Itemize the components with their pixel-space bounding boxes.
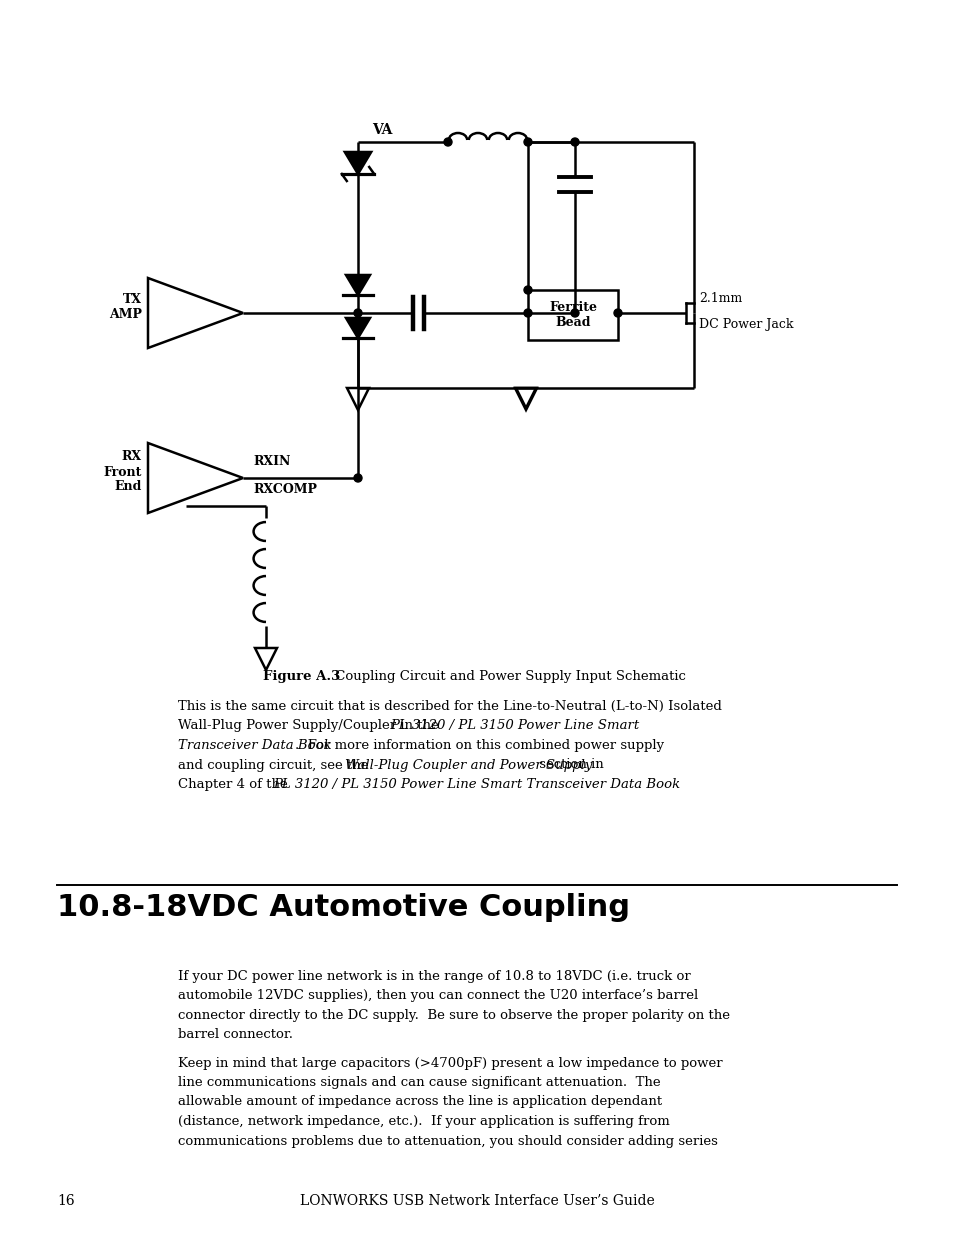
Text: RXCOMP: RXCOMP bbox=[253, 483, 316, 496]
Text: Figure A.3: Figure A.3 bbox=[263, 671, 340, 683]
Text: RXIN: RXIN bbox=[253, 454, 290, 468]
Text: VA: VA bbox=[372, 124, 392, 137]
Polygon shape bbox=[346, 317, 370, 338]
Text: LONWORKS USB Network Interface User’s Guide: LONWORKS USB Network Interface User’s Gu… bbox=[299, 1194, 654, 1208]
Text: line communications signals and can cause significant attenuation.  The: line communications signals and can caus… bbox=[178, 1076, 659, 1089]
Circle shape bbox=[354, 309, 361, 317]
Text: Wall-Plug Coupler and Power Supply: Wall-Plug Coupler and Power Supply bbox=[345, 758, 592, 772]
Text: 16: 16 bbox=[57, 1194, 74, 1208]
Text: 2.1mm: 2.1mm bbox=[699, 291, 741, 305]
Text: Ferrite
Bead: Ferrite Bead bbox=[548, 301, 597, 329]
Text: Coupling Circuit and Power Supply Input Schematic: Coupling Circuit and Power Supply Input … bbox=[331, 671, 685, 683]
Text: DC Power Jack: DC Power Jack bbox=[699, 317, 793, 331]
Circle shape bbox=[443, 138, 452, 146]
Text: Transceiver Data Book: Transceiver Data Book bbox=[178, 739, 332, 752]
Circle shape bbox=[571, 138, 578, 146]
Text: This is the same circuit that is described for the Line-to-Neutral (L-to-N) Isol: This is the same circuit that is describ… bbox=[178, 700, 721, 713]
Circle shape bbox=[523, 287, 532, 294]
Circle shape bbox=[523, 309, 532, 317]
Text: Keep in mind that large capacitors (>4700pF) present a low impedance to power: Keep in mind that large capacitors (>470… bbox=[178, 1056, 721, 1070]
Text: PL 3120 / PL 3150 Power Line Smart: PL 3120 / PL 3150 Power Line Smart bbox=[390, 720, 639, 732]
Polygon shape bbox=[344, 152, 371, 174]
Circle shape bbox=[523, 138, 532, 146]
Bar bbox=[527, 290, 618, 340]
Text: TX
AMP: TX AMP bbox=[109, 293, 142, 321]
Text: barrel connector.: barrel connector. bbox=[178, 1029, 293, 1041]
Text: allowable amount of impedance across the line is application dependant: allowable amount of impedance across the… bbox=[178, 1095, 661, 1109]
Text: connector directly to the DC supply.  Be sure to observe the proper polarity on : connector directly to the DC supply. Be … bbox=[178, 1009, 729, 1023]
Circle shape bbox=[571, 309, 578, 317]
Text: section in: section in bbox=[535, 758, 603, 772]
Text: If your DC power line network is in the range of 10.8 to 18VDC (i.e. truck or: If your DC power line network is in the … bbox=[178, 969, 690, 983]
Text: .  For more information on this combined power supply: . For more information on this combined … bbox=[294, 739, 663, 752]
Circle shape bbox=[354, 474, 361, 482]
Text: (distance, network impedance, etc.).  If your application is suffering from: (distance, network impedance, etc.). If … bbox=[178, 1115, 669, 1128]
Text: Chapter 4 of the: Chapter 4 of the bbox=[178, 778, 292, 790]
Text: communications problems due to attenuation, you should consider adding series: communications problems due to attenuati… bbox=[178, 1135, 717, 1147]
Circle shape bbox=[614, 309, 621, 317]
Text: and coupling circuit, see the: and coupling circuit, see the bbox=[178, 758, 373, 772]
Text: .: . bbox=[585, 778, 589, 790]
Text: 10.8-18VDC Automotive Coupling: 10.8-18VDC Automotive Coupling bbox=[57, 893, 629, 923]
Text: Wall-Plug Power Supply/Coupler in the: Wall-Plug Power Supply/Coupler in the bbox=[178, 720, 442, 732]
Polygon shape bbox=[346, 275, 370, 295]
Text: PL 3120 / PL 3150 Power Line Smart Transceiver Data Book: PL 3120 / PL 3150 Power Line Smart Trans… bbox=[273, 778, 679, 790]
Text: automobile 12VDC supplies), then you can connect the U20 interface’s barrel: automobile 12VDC supplies), then you can… bbox=[178, 989, 698, 1003]
Text: RX
Front
End: RX Front End bbox=[104, 451, 142, 494]
